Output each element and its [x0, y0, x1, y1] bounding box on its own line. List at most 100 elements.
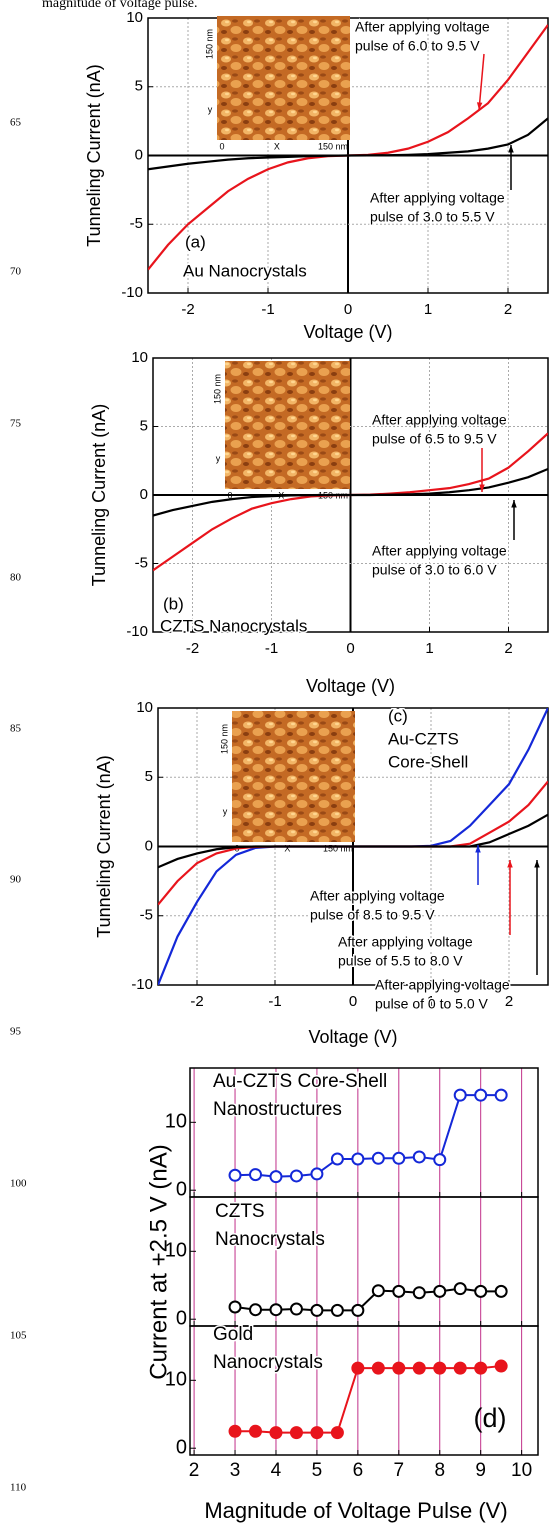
- line-number: 110: [10, 1482, 27, 1494]
- line-number: 80: [10, 572, 22, 584]
- annotation: After applying voltage: [355, 19, 490, 35]
- point: [311, 1168, 322, 1179]
- x-tick-label: 1: [424, 301, 432, 318]
- arrow-shaft: [479, 54, 484, 110]
- y-tick-label: -5: [135, 554, 148, 571]
- x-tick-label: 1: [425, 640, 433, 657]
- y-tick-label: 0: [140, 486, 148, 503]
- point: [373, 1285, 384, 1296]
- x-tick-label: 5: [312, 1460, 323, 1481]
- panel-label: Core-Shell: [388, 752, 468, 771]
- y-tick-label: 10: [165, 1111, 187, 1133]
- point: [475, 1286, 486, 1297]
- point: [373, 1363, 384, 1374]
- annotation: pulse of 3.0 to 6.0 V: [372, 562, 497, 578]
- point: [393, 1153, 404, 1164]
- point: [250, 1169, 261, 1180]
- x-tick-label: -2: [181, 301, 194, 318]
- line-number: 85: [10, 723, 22, 735]
- panel-label: (a): [185, 232, 206, 251]
- y-axis-title: Tunneling Current (nA): [89, 404, 109, 586]
- x-tick-label: 0: [344, 301, 352, 318]
- annotation: pulse of 6.0 to 9.5 V: [355, 38, 480, 54]
- x-tick-label: 7: [394, 1460, 405, 1481]
- panel-label: Nanocrystals: [215, 1229, 325, 1250]
- point: [455, 1363, 466, 1374]
- inset-y-size: 150 nm: [212, 374, 222, 404]
- x-tick-label: -1: [261, 301, 274, 318]
- y-tick-label: 10: [136, 699, 153, 716]
- annotation: pulse of 8.5 to 9.5 V: [310, 907, 435, 923]
- point: [496, 1090, 507, 1101]
- y-tick-label: 0: [176, 1178, 187, 1200]
- point: [496, 1286, 507, 1297]
- inset-y-size: 150 nm: [204, 29, 214, 59]
- panel-label: Gold: [213, 1324, 253, 1345]
- x-tick-label: 6: [353, 1460, 364, 1481]
- point: [414, 1287, 425, 1298]
- line-number: 105: [10, 1330, 27, 1342]
- y-tick-label: -10: [126, 623, 148, 640]
- inset-y-axis: y: [216, 453, 221, 463]
- plot-frame: [190, 1326, 538, 1455]
- panel-label: (b): [163, 594, 184, 613]
- y-tick-label: 0: [135, 146, 143, 163]
- inset-origin: 0: [219, 141, 224, 151]
- x-tick-label: 9: [475, 1460, 486, 1481]
- x-tick-label: -2: [186, 640, 199, 657]
- inset-y-size: 150 nm: [219, 724, 229, 754]
- point: [496, 1361, 507, 1372]
- annotation: After applying voltage: [372, 543, 507, 559]
- x-axis-title: Voltage (V): [308, 1027, 397, 1047]
- point: [352, 1153, 363, 1164]
- line-number: 100: [10, 1178, 27, 1190]
- point: [250, 1304, 261, 1315]
- y-tick-label: 0: [145, 837, 153, 854]
- point: [270, 1171, 281, 1182]
- point: [434, 1286, 445, 1297]
- inset-x-axis: X: [284, 843, 290, 853]
- point: [434, 1363, 445, 1374]
- afm-inset: [232, 711, 355, 842]
- line-number: 65: [10, 117, 22, 129]
- series-line: [235, 1366, 501, 1433]
- arrow-head: [507, 860, 512, 868]
- point: [332, 1305, 343, 1316]
- x-tick-label: 2: [189, 1460, 200, 1481]
- y-tick-label: -5: [140, 907, 153, 924]
- annotation: After applying voltage: [310, 888, 445, 904]
- panel-label: CZTS Nanocrystals: [160, 616, 307, 635]
- point: [352, 1305, 363, 1316]
- point: [270, 1427, 281, 1438]
- line-number: 70: [10, 266, 22, 278]
- annotation: pulse of 0 to 5.0 V: [375, 996, 489, 1012]
- point: [291, 1304, 302, 1315]
- x-tick-label: 10: [511, 1460, 532, 1481]
- y-tick-label: -5: [130, 215, 143, 232]
- inset-y-axis: y: [208, 104, 213, 114]
- point: [475, 1090, 486, 1101]
- header-fragment: magnitude of voltage pulse.: [42, 0, 198, 11]
- panel-label: Nanostructures: [213, 1099, 342, 1120]
- panel-label: Au Nanocrystals: [183, 261, 307, 280]
- arrow-head: [508, 145, 513, 153]
- point: [434, 1154, 445, 1165]
- point: [414, 1151, 425, 1162]
- inset-x-size: 150 nm: [323, 843, 353, 853]
- annotation: After applying voltage: [375, 977, 510, 993]
- point: [311, 1305, 322, 1316]
- point: [373, 1153, 384, 1164]
- inset-x-axis: X: [274, 141, 280, 151]
- afm-inset: [225, 361, 350, 489]
- point: [311, 1427, 322, 1438]
- point: [332, 1153, 343, 1164]
- annotation: After applying voltage: [370, 190, 505, 206]
- y-tick-label: 5: [140, 417, 148, 434]
- y-tick-label: -10: [121, 284, 143, 301]
- y-tick-label: 10: [131, 349, 148, 366]
- x-tick-label: 3: [230, 1460, 241, 1481]
- x-tick-label: -1: [265, 640, 278, 657]
- x-axis-title: Magnitude of Voltage Pulse (V): [204, 1498, 507, 1523]
- annotation: After applying voltage: [338, 934, 473, 950]
- point: [291, 1170, 302, 1181]
